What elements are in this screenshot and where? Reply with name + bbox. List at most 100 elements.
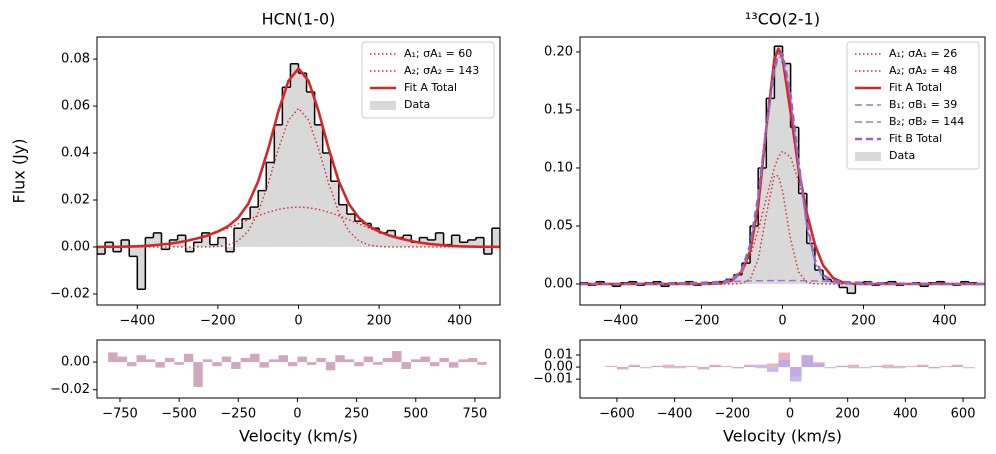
data-bar [145,237,154,247]
residual-bar [193,362,203,387]
data-bar [459,242,468,247]
data-bar [258,190,267,247]
axes-frame [96,36,501,306]
data-bar [137,246,146,290]
residual-bar [709,365,721,368]
legend-box [846,41,980,170]
data-bar [314,124,323,247]
residual-bar [458,359,468,363]
x-tick-label: 200 [367,314,392,329]
x-tick-label: 200 [835,407,860,422]
residual-bar [663,364,675,368]
x-tick-label: 0 [786,407,794,422]
legend: A₁; σA₁ = 26 A₂; σA₂ = 48 Fit A Total B₁; σ… [846,41,980,170]
data-bar [733,274,742,285]
legend-label: Data [889,149,915,162]
legend-label: B₁; σB₁ = 39 [889,98,957,111]
residual-bar [202,359,213,363]
data-bar [193,242,202,247]
data-bar [798,193,807,285]
residual-bar [164,357,175,363]
residual-bar [963,367,975,369]
residual-bar [344,359,355,363]
chart-title: HCN(1-0) [262,10,336,29]
data-bar [354,221,363,247]
data-bar [338,204,347,247]
x-tick-label: 400 [893,407,918,422]
x-tick-label: 0 [778,314,786,329]
residual-bar [628,365,640,368]
y-tick-label: 0.08 [61,52,90,67]
residual-bar [269,359,279,363]
data-bar [346,214,355,247]
residual-bar [951,365,964,368]
data-bar [290,63,299,247]
x-tick-label: 200 [851,314,876,329]
data-bar [266,162,275,247]
residual-bar [847,367,860,369]
data-bar [298,73,307,247]
residual-bar [183,353,194,363]
residual-bar [108,352,118,363]
x-tick-label: 600 [951,407,976,422]
residual-bar [720,365,733,368]
residual-bar [605,365,617,368]
x-tick-label: 0 [293,407,301,422]
legend-box [361,41,495,119]
plot-area [580,45,985,295]
plot-area [605,352,975,382]
residual-bar [240,357,251,363]
plot-area [108,351,487,387]
residual-bar [651,365,664,368]
data-bar [153,232,162,247]
residual-bar [401,362,412,369]
x-tick-label: 400 [932,314,957,329]
residual-bar [392,351,402,363]
chart-title: ¹³CO(2-1) [745,10,820,29]
y-tick-label: −0.02 [50,286,90,301]
y-tick-label: 0.00 [544,277,573,292]
residual-bar [382,357,393,363]
residual-bar [467,357,478,363]
x-tick-label: −750 [102,407,138,422]
fit-curve [580,52,985,286]
x-tick-label: 750 [463,407,488,422]
legend-label: Fit A Total [889,81,942,94]
residual-bar [755,367,767,369]
data-bar [742,263,751,285]
residual-bar [117,356,128,363]
y-tick-label: 0.20 [544,44,573,59]
legend-label: Fit B Total [889,132,942,145]
residual-bar [145,359,156,363]
legend-label: A₁; σA₁ = 26 [889,47,957,60]
data-bar [435,232,444,247]
data-bar [250,207,259,247]
residual-bar [847,364,860,368]
y-tick-label: 0.04 [61,146,90,161]
residual-bar [335,355,345,363]
axes-frame [579,36,986,306]
residual-bar [429,362,440,367]
data-bar [806,243,815,285]
y-axis-label: Flux (Jy) [10,138,29,203]
residual-bar [373,362,383,365]
x-axis-label: Velocity (km/s) [239,427,358,446]
legend-swatch [370,101,396,110]
residual-bar [905,365,917,368]
legend-label: A₂; σA₂ = 143 [404,64,479,77]
residual-bar [155,362,165,368]
y-tick-label: 0.00 [544,360,573,375]
residual-bar [928,367,940,369]
data-bar [814,270,823,285]
residual-bar [893,367,906,369]
residual-bar [477,362,487,365]
legend-label: Data [404,98,430,111]
data-bar [161,246,170,250]
data-bar [451,235,460,247]
data-bar [475,237,484,247]
x-tick-label: −200 [684,314,720,329]
data-bar [121,239,130,247]
residual-bar [824,367,837,369]
y-tick-label: −0.01 [533,372,573,387]
residual-bar [882,367,894,369]
